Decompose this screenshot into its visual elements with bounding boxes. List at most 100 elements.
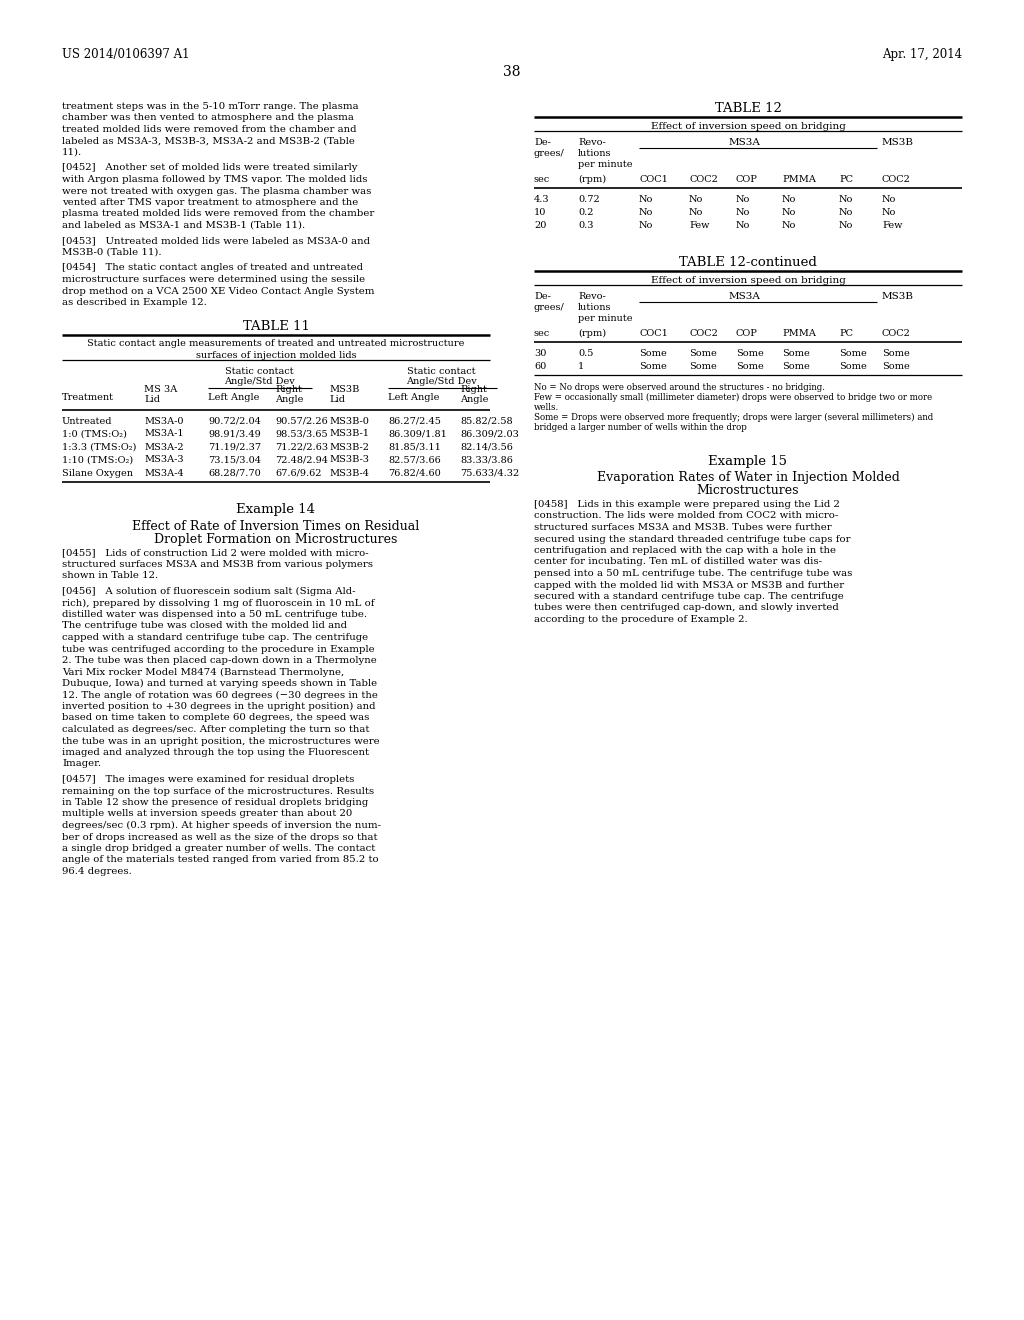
Text: COP: COP — [736, 329, 758, 338]
Text: No: No — [782, 195, 797, 205]
Text: No: No — [839, 209, 853, 216]
Text: shown in Table 12.: shown in Table 12. — [62, 572, 159, 581]
Text: COC2: COC2 — [882, 176, 911, 183]
Text: Untreated: Untreated — [62, 417, 113, 425]
Text: Few = occasionally small (millimeter diameter) drops were observed to bridge two: Few = occasionally small (millimeter dia… — [534, 393, 932, 403]
Text: treatment steps was in the 5-10 mTorr range. The plasma: treatment steps was in the 5-10 mTorr ra… — [62, 102, 358, 111]
Text: [0454]   The static contact angles of treated and untreated: [0454] The static contact angles of trea… — [62, 264, 362, 272]
Text: Few: Few — [689, 220, 710, 230]
Text: 1:0 (TMS:O₂): 1:0 (TMS:O₂) — [62, 429, 127, 438]
Text: 1: 1 — [578, 362, 585, 371]
Text: No: No — [782, 220, 797, 230]
Text: Effect of Rate of Inversion Times on Residual: Effect of Rate of Inversion Times on Res… — [132, 520, 420, 532]
Text: No: No — [639, 195, 653, 205]
Text: Revo-: Revo- — [578, 139, 606, 147]
Text: [0456]   A solution of fluorescein sodium salt (Sigma Ald-: [0456] A solution of fluorescein sodium … — [62, 587, 355, 597]
Text: MS3B-3: MS3B-3 — [329, 455, 369, 465]
Text: MS3A-2: MS3A-2 — [144, 442, 183, 451]
Text: Few: Few — [882, 220, 902, 230]
Text: grees/: grees/ — [534, 304, 565, 312]
Text: MS3A-0: MS3A-0 — [144, 417, 183, 425]
Text: were not treated with oxygen gas. The plasma chamber was: were not treated with oxygen gas. The pl… — [62, 186, 372, 195]
Text: 83.33/3.86: 83.33/3.86 — [460, 455, 513, 465]
Text: 11).: 11). — [62, 148, 82, 157]
Text: Silane Oxygen: Silane Oxygen — [62, 469, 133, 478]
Text: No: No — [839, 220, 853, 230]
Text: 73.15/3.04: 73.15/3.04 — [208, 455, 261, 465]
Text: capped with the molded lid with MS3A or MS3B and further: capped with the molded lid with MS3A or … — [534, 581, 844, 590]
Text: No: No — [639, 220, 653, 230]
Text: Static contact angle measurements of treated and untreated microstructure: Static contact angle measurements of tre… — [87, 339, 465, 348]
Text: 81.85/3.11: 81.85/3.11 — [388, 442, 441, 451]
Text: 0.5: 0.5 — [578, 348, 593, 358]
Text: multiple wells at inversion speeds greater than about 20: multiple wells at inversion speeds great… — [62, 809, 352, 818]
Text: 86.27/2.45: 86.27/2.45 — [388, 417, 441, 425]
Text: Some: Some — [689, 362, 717, 371]
Text: Angle/Std Dev: Angle/Std Dev — [223, 378, 294, 387]
Text: Some: Some — [839, 348, 866, 358]
Text: [0458]   Lids in this example were prepared using the Lid 2: [0458] Lids in this example were prepare… — [534, 500, 840, 510]
Text: TABLE 12: TABLE 12 — [715, 102, 781, 115]
Text: MS3A-4: MS3A-4 — [144, 469, 183, 478]
Text: labeled as MS3A-3, MS3B-3, MS3A-2 and MS3B-2 (Table: labeled as MS3A-3, MS3B-3, MS3A-2 and MS… — [62, 136, 355, 145]
Text: distilled water was dispensed into a 50 mL centrifuge tube.: distilled water was dispensed into a 50 … — [62, 610, 368, 619]
Text: [0452]   Another set of molded lids were treated similarly: [0452] Another set of molded lids were t… — [62, 164, 357, 173]
Text: 96.4 degrees.: 96.4 degrees. — [62, 867, 132, 876]
Text: No: No — [882, 195, 896, 205]
Text: (rpm): (rpm) — [578, 329, 606, 338]
Text: No: No — [736, 220, 751, 230]
Text: wells.: wells. — [534, 403, 559, 412]
Text: No: No — [839, 195, 853, 205]
Text: Some: Some — [736, 362, 764, 371]
Text: No: No — [689, 209, 703, 216]
Text: Lid: Lid — [329, 395, 345, 404]
Text: No: No — [736, 209, 751, 216]
Text: pensed into a 50 mL centrifuge tube. The centrifuge tube was: pensed into a 50 mL centrifuge tube. The… — [534, 569, 852, 578]
Text: lutions: lutions — [578, 304, 611, 312]
Text: MS3B-0: MS3B-0 — [329, 417, 369, 425]
Text: chamber was then vented to atmosphere and the plasma: chamber was then vented to atmosphere an… — [62, 114, 354, 123]
Text: sec: sec — [534, 329, 550, 338]
Text: 68.28/7.70: 68.28/7.70 — [208, 469, 261, 478]
Text: No: No — [689, 195, 703, 205]
Text: MS3A: MS3A — [728, 139, 760, 147]
Text: US 2014/0106397 A1: US 2014/0106397 A1 — [62, 48, 189, 61]
Text: Example 15: Example 15 — [709, 455, 787, 469]
Text: drop method on a VCA 2500 XE Video Contact Angle System: drop method on a VCA 2500 XE Video Conta… — [62, 286, 375, 296]
Text: per minute: per minute — [578, 160, 633, 169]
Text: COC1: COC1 — [639, 176, 668, 183]
Text: No: No — [639, 209, 653, 216]
Text: tube was centrifuged according to the procedure in Example: tube was centrifuged according to the pr… — [62, 644, 375, 653]
Text: 2. The tube was then placed cap-down down in a Thermolyne: 2. The tube was then placed cap-down dow… — [62, 656, 377, 665]
Text: No = No drops were observed around the structures - no bridging.: No = No drops were observed around the s… — [534, 383, 825, 392]
Text: 76.82/4.60: 76.82/4.60 — [388, 469, 440, 478]
Text: secured using the standard threaded centrifuge tube caps for: secured using the standard threaded cent… — [534, 535, 851, 544]
Text: Some: Some — [782, 362, 810, 371]
Text: [0457]   The images were examined for residual droplets: [0457] The images were examined for resi… — [62, 775, 354, 784]
Text: capped with a standard centrifuge tube cap. The centrifuge: capped with a standard centrifuge tube c… — [62, 634, 368, 642]
Text: structured surfaces MS3A and MS3B. Tubes were further: structured surfaces MS3A and MS3B. Tubes… — [534, 523, 831, 532]
Text: 30: 30 — [534, 348, 547, 358]
Text: sec: sec — [534, 176, 550, 183]
Text: MS3B: MS3B — [329, 384, 359, 393]
Text: 75.633/4.32: 75.633/4.32 — [460, 469, 519, 478]
Text: according to the procedure of Example 2.: according to the procedure of Example 2. — [534, 615, 748, 624]
Text: Revo-: Revo- — [578, 292, 606, 301]
Text: MS3A-1: MS3A-1 — [144, 429, 183, 438]
Text: as described in Example 12.: as described in Example 12. — [62, 298, 207, 308]
Text: 86.309/2.03: 86.309/2.03 — [460, 429, 519, 438]
Text: The centrifuge tube was closed with the molded lid and: The centrifuge tube was closed with the … — [62, 622, 347, 631]
Text: No: No — [882, 209, 896, 216]
Text: No: No — [782, 209, 797, 216]
Text: MS3B-0 (Table 11).: MS3B-0 (Table 11). — [62, 248, 162, 257]
Text: ber of drops increased as well as the size of the drops so that: ber of drops increased as well as the si… — [62, 833, 378, 842]
Text: rich), prepared by dissolving 1 mg of fluoroscein in 10 mL of: rich), prepared by dissolving 1 mg of fl… — [62, 598, 375, 607]
Text: COC2: COC2 — [882, 329, 911, 338]
Text: Some: Some — [839, 362, 866, 371]
Text: MS3B-4: MS3B-4 — [329, 469, 369, 478]
Text: (rpm): (rpm) — [578, 176, 606, 183]
Text: 71.22/2.63: 71.22/2.63 — [275, 442, 328, 451]
Text: Left Angle: Left Angle — [208, 393, 259, 403]
Text: TABLE 12-continued: TABLE 12-continued — [679, 256, 817, 269]
Text: MS3B: MS3B — [882, 139, 914, 147]
